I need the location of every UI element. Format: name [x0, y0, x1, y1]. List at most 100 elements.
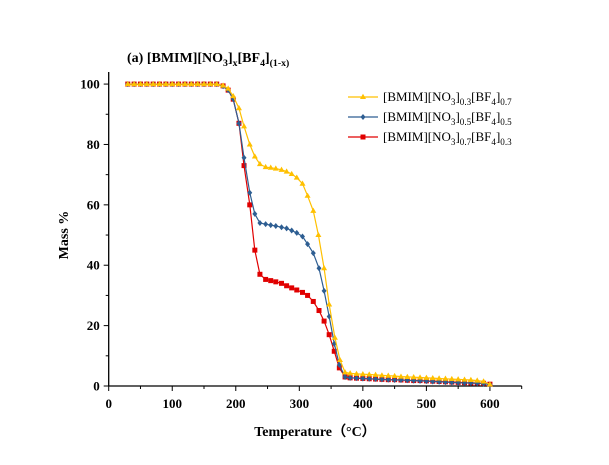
- diamond-marker: [241, 154, 247, 161]
- label-text: [BMIM][NO: [383, 89, 451, 104]
- diamond-marker: [392, 376, 398, 383]
- diamond-marker: [273, 222, 279, 229]
- square-marker: [268, 278, 274, 284]
- square-marker: [284, 283, 290, 289]
- triangle-marker: [336, 356, 343, 363]
- diamond-marker: [289, 227, 295, 234]
- triangle-marker: [283, 168, 290, 174]
- diamond-marker: [284, 225, 290, 232]
- subscript: 3: [451, 117, 456, 127]
- diamond-marker: [373, 376, 379, 383]
- triangle-marker: [474, 377, 481, 383]
- triangle-marker: [467, 376, 474, 382]
- triangle-marker: [272, 165, 279, 171]
- square-marker: [360, 134, 366, 140]
- triangle-marker: [480, 378, 487, 384]
- square-marker: [326, 332, 332, 338]
- y-axis-title: Mass %: [57, 211, 72, 260]
- square-marker: [279, 280, 285, 286]
- square-marker: [316, 308, 322, 314]
- diamond-marker: [247, 189, 253, 196]
- y-tick-label: 100: [80, 77, 100, 92]
- square-marker: [331, 348, 337, 354]
- legend-label: [BMIM][NO3]0.3[BF4]0.7: [383, 89, 512, 107]
- triangle-marker: [299, 180, 306, 186]
- diamond-marker: [321, 287, 327, 294]
- series-2: [125, 81, 493, 388]
- legend-item: [BMIM][NO3]0.3[BF4]0.7: [348, 89, 512, 107]
- subscript: 0.5: [500, 117, 512, 127]
- triangle-marker: [304, 192, 311, 198]
- triangle-marker: [378, 372, 385, 378]
- triangle-marker: [326, 301, 333, 307]
- triangle-marker: [353, 370, 360, 376]
- x-tick-label: 400: [353, 396, 373, 411]
- triangle-marker: [201, 80, 208, 87]
- diamond-marker: [379, 376, 385, 383]
- subscript: 4: [260, 58, 265, 69]
- subscript: 0.3: [500, 137, 512, 147]
- diamond-marker: [342, 373, 348, 380]
- square-marker: [289, 285, 295, 291]
- diamond-marker: [310, 250, 316, 257]
- x-tick-label: 500: [417, 396, 437, 411]
- diamond-marker: [236, 120, 242, 127]
- diamond-marker: [385, 376, 391, 383]
- triangle-marker: [410, 374, 417, 380]
- y-tick-label: 60: [87, 197, 100, 212]
- square-marker: [252, 247, 258, 253]
- triangle-marker: [293, 174, 300, 180]
- axes: 0 100 200 300 400 500 600 0 20 40 60 80 100: [80, 72, 523, 411]
- triangle-marker: [131, 80, 138, 87]
- triangle-marker: [366, 371, 373, 377]
- triangle-marker: [372, 371, 379, 377]
- square-marker: [257, 271, 263, 277]
- label-text: [BF: [471, 109, 491, 124]
- chart-title: (a) [BMIM][NO3]x[BF4](1-x): [127, 51, 289, 69]
- y-tick-label: 40: [87, 258, 100, 273]
- label-text: [BF: [238, 51, 261, 66]
- subscript: (1-x): [270, 58, 290, 69]
- series-1: [124, 80, 493, 387]
- square-marker: [299, 289, 305, 295]
- triangle-marker: [385, 372, 392, 378]
- diamond-marker: [263, 221, 269, 228]
- triangle-marker: [321, 265, 328, 271]
- triangle-marker: [143, 80, 150, 87]
- triangle-marker: [188, 80, 195, 87]
- triangle-marker: [220, 82, 227, 88]
- triangle-marker: [486, 381, 493, 387]
- triangle-marker: [213, 80, 220, 87]
- x-tick-label: 100: [162, 396, 182, 411]
- diamond-marker: [360, 375, 366, 382]
- triangle-marker: [181, 80, 188, 87]
- triangle-marker: [360, 93, 366, 99]
- triangle-marker: [417, 374, 424, 380]
- y-tick-label: 80: [87, 137, 100, 152]
- label-text: ]: [228, 51, 233, 66]
- x-tick-label: 200: [226, 396, 246, 411]
- triangle-marker: [342, 369, 349, 375]
- triangle-marker: [288, 170, 295, 177]
- subscript: 4: [491, 117, 496, 127]
- triangle-marker: [246, 141, 253, 147]
- triangle-marker: [391, 372, 398, 379]
- x-axis-title: Temperature（°C）: [254, 424, 375, 440]
- diamond-marker: [279, 224, 285, 231]
- x-tick-label: 0: [105, 396, 112, 411]
- legend-item: [BMIM][NO3]0.5[BF4]0.5: [348, 109, 512, 127]
- triangle-marker: [256, 160, 263, 167]
- diamond-marker: [305, 241, 311, 248]
- triangle-marker: [175, 80, 182, 87]
- triangle-marker: [397, 373, 404, 379]
- triangle-marker: [359, 371, 366, 377]
- subscript: 0.7: [460, 137, 472, 147]
- square-marker: [305, 292, 311, 298]
- triangle-marker: [230, 92, 237, 99]
- diamond-marker: [347, 374, 353, 381]
- y-tick-label: 20: [87, 318, 100, 333]
- square-marker: [263, 276, 269, 282]
- triangle-marker: [310, 207, 317, 213]
- subscript: 0.3: [460, 97, 472, 107]
